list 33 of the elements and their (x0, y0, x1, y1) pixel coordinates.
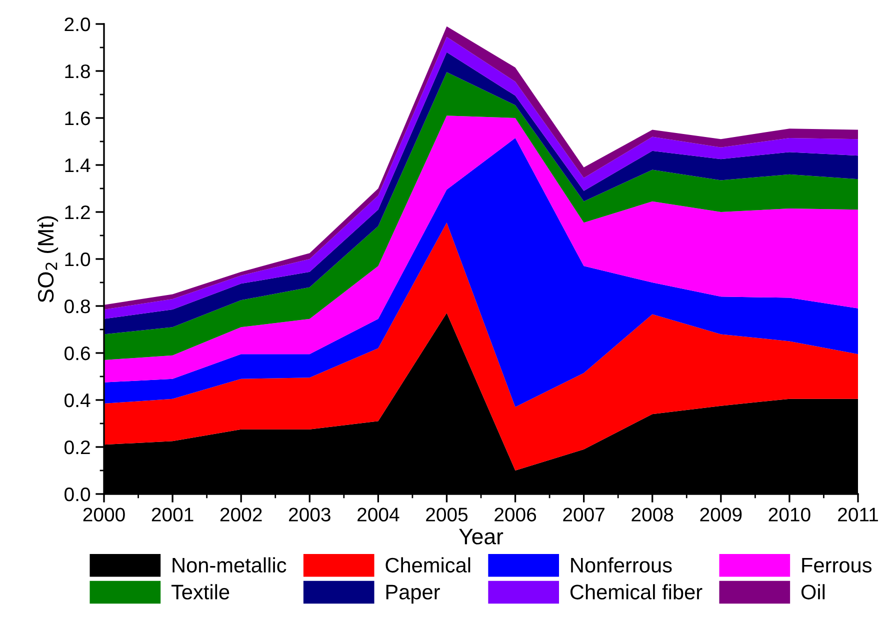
y-tick-label: 0.4 (64, 393, 90, 408)
legend-label: Paper (386, 584, 440, 604)
x-tick-label: 2003 (288, 508, 330, 522)
y-tick-label: 1.0 (65, 252, 90, 266)
x-tick-label: 2010 (768, 508, 810, 522)
legend-label: Chemical (386, 557, 470, 573)
legend-label: Non-metallic (172, 557, 286, 573)
y-tick-label: 1.2 (65, 205, 90, 220)
legend-label: Oil (801, 584, 825, 600)
legend-label: Textile (171, 584, 230, 600)
y-tick-label: 2.0 (64, 17, 90, 32)
y-tick-label: 0.0 (64, 487, 90, 502)
x-tick-label: 2004 (358, 508, 400, 522)
x-tick-label: 2011 (838, 508, 878, 522)
x-tick-label: 2007 (563, 508, 604, 522)
x-tick-label: 2008 (632, 508, 674, 522)
y-tick-label: 1.6 (65, 111, 90, 126)
x-axis-title: Year (459, 528, 504, 544)
x-tick-label: 2001 (152, 508, 194, 522)
y-tick-label: 1.8 (65, 64, 90, 78)
x-tick-label: 2009 (700, 508, 742, 522)
x-tick-label: 2005 (426, 508, 468, 522)
legend-label: Chemical fiber (570, 584, 702, 600)
legend-label: Nonferrous (571, 557, 672, 573)
x-tick-label: 2000 (83, 508, 125, 522)
y-tick-label: 0.8 (64, 299, 90, 314)
y-tick-label: 1.4 (65, 158, 90, 172)
y-tick-label: 0.2 (64, 440, 90, 454)
x-tick-label: 2002 (220, 508, 262, 522)
legend-label: Ferrous (802, 558, 872, 573)
x-tick-label: 2006 (494, 508, 536, 522)
y-tick-label: 0.6 (64, 346, 90, 360)
y-axis-title: SO$_{2}$ (Mt) (37, 216, 58, 302)
